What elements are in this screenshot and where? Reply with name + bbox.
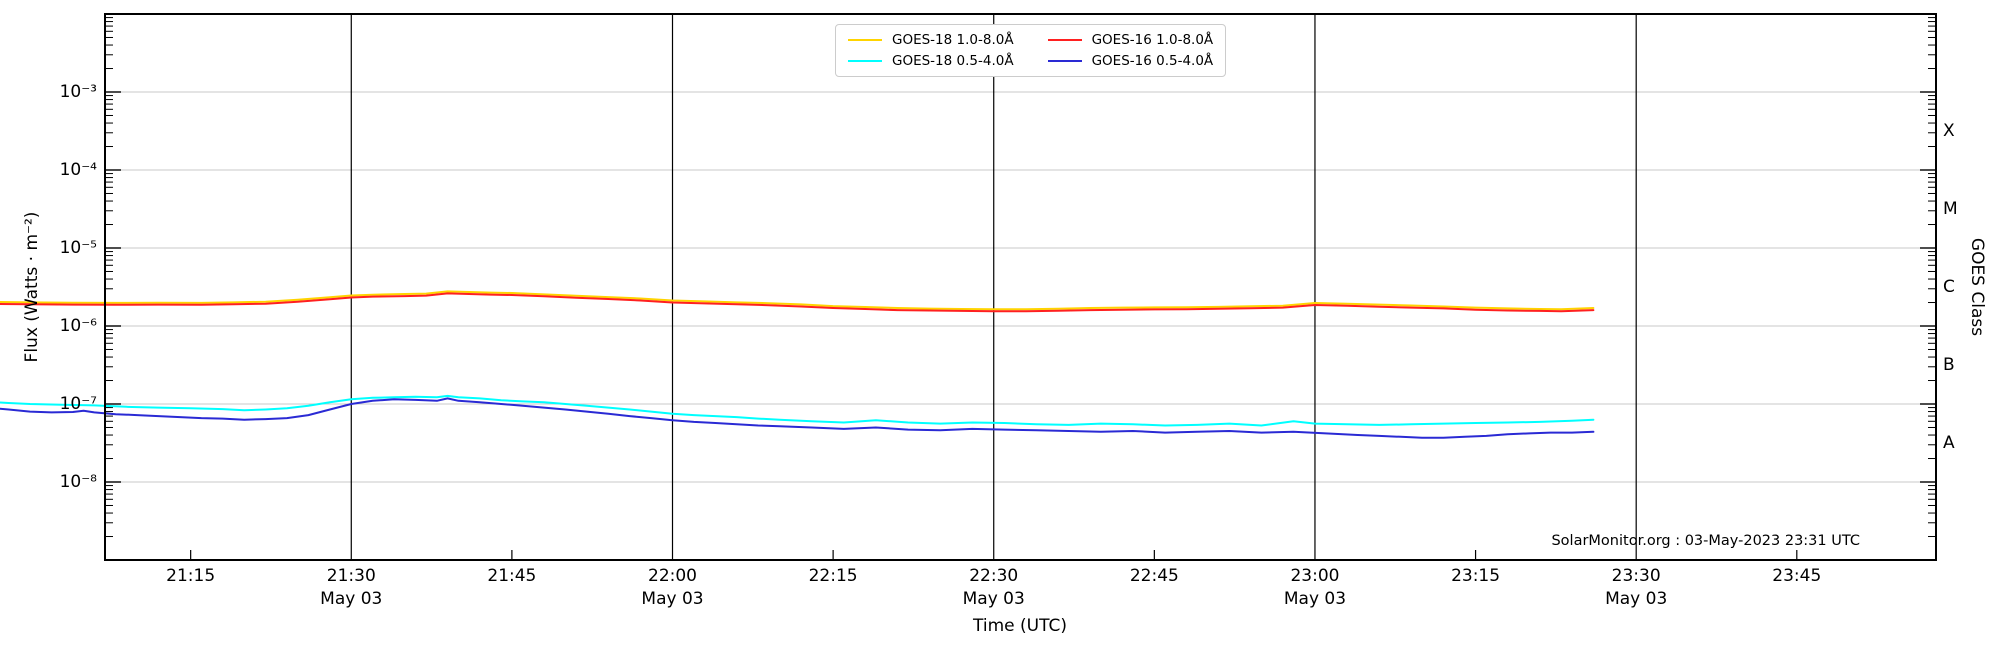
chart-legend: GOES-18 1.0-8.0Å GOES-18 0.5-4.0Å GOES-16 … (835, 24, 1227, 77)
x-axis-title: Time (UTC) (973, 616, 1067, 636)
legend-item: GOES-18 1.0-8.0Å (848, 32, 1014, 48)
legend-item: GOES-16 0.5-4.0Å (1047, 53, 1214, 69)
x-tick-label: 21:45 (487, 566, 537, 586)
legend-line-swatch (848, 60, 882, 62)
y-tick-label: 10⁻⁸ (59, 472, 97, 492)
x-tick-label: 22:00 (648, 566, 697, 586)
x-tick-label: 23:00 (1290, 566, 1340, 586)
legend-label: GOES-18 1.0-8.0Å (892, 32, 1014, 48)
legend-line-swatch (1047, 60, 1082, 62)
goes-class-letter: C (1943, 277, 1955, 297)
y-tick-label: 10⁻⁴ (59, 160, 97, 180)
right-axis-title: GOES Class (1967, 237, 1987, 337)
series-line (0, 394, 1595, 427)
y-axis-title: Flux (Watts · m⁻²) (22, 211, 42, 363)
y-tick-label: 10⁻³ (59, 82, 97, 102)
goes-class-letter: X (1943, 121, 1955, 141)
legend-label: GOES-18 0.5-4.0Å (892, 53, 1014, 69)
x-date-label: May 03 (1605, 589, 1668, 609)
x-tick-label: 21:30 (326, 566, 376, 586)
legend-label: GOES-16 0.5-4.0Å (1091, 53, 1214, 69)
legend-line-swatch (848, 39, 882, 41)
goes-class-letter: B (1943, 355, 1955, 375)
x-tick-label: 23:30 (1611, 566, 1661, 586)
legend-label: GOES-16 1.0-8.0Å (1091, 32, 1214, 48)
x-date-label: May 03 (320, 589, 383, 609)
legend-item: GOES-18 0.5-4.0Å (848, 53, 1014, 69)
x-tick-label: 21:15 (166, 566, 216, 586)
legend-item: GOES-16 1.0-8.0Å (1047, 32, 1214, 48)
goes-class-letter: A (1943, 433, 1955, 453)
goes-class-letter: M (1943, 199, 1958, 219)
x-tick-label: 22:30 (969, 566, 1019, 586)
y-tick-label: 10⁻⁶ (59, 316, 97, 336)
legend-line-swatch (1047, 39, 1082, 41)
series-line (0, 292, 1595, 313)
x-tick-label: 22:45 (1129, 566, 1179, 586)
x-tick-label: 23:15 (1451, 566, 1501, 586)
series-line (0, 290, 1595, 311)
x-date-label: May 03 (962, 589, 1025, 609)
y-tick-label: 10⁻⁷ (59, 394, 97, 414)
series-line (0, 397, 1595, 439)
x-date-label: May 03 (641, 589, 704, 609)
x-tick-label: 22:15 (808, 566, 858, 586)
y-tick-label: 10⁻⁵ (59, 238, 97, 258)
x-date-label: May 03 (1283, 589, 1347, 609)
x-tick-label: 23:45 (1772, 566, 1822, 586)
watermark-text: SolarMonitor.org : 03-May-2023 23:31 UTC (1551, 533, 1860, 549)
plot-border (104, 13, 1937, 561)
